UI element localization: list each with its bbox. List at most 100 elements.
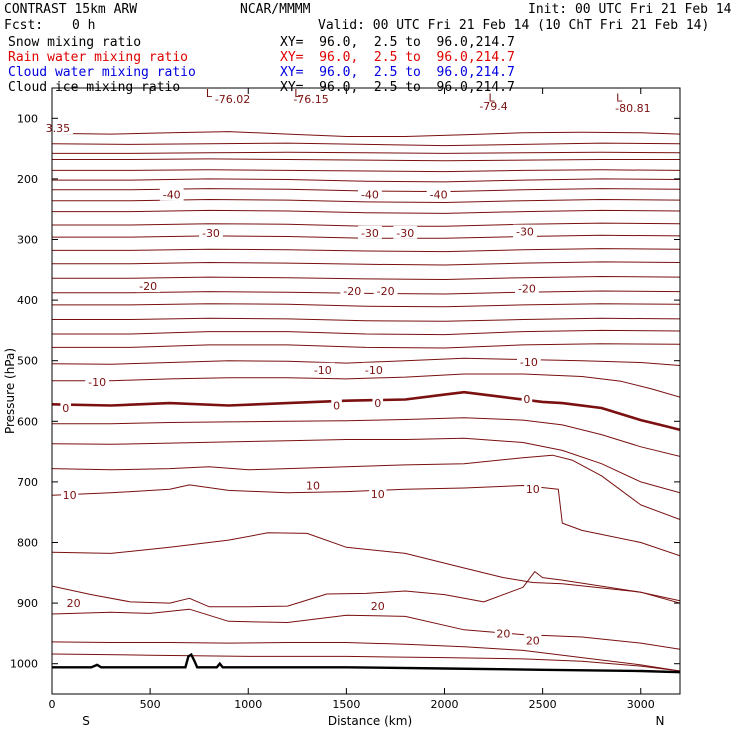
contour-label: -20 [518, 283, 536, 296]
x-end-label-south: S [82, 714, 90, 728]
low-marker: L [294, 87, 301, 100]
contour-label: -40 [430, 189, 448, 202]
contour-label: 20 [371, 600, 385, 613]
contour-label-bg [393, 225, 418, 239]
contour-label: 0 [62, 402, 69, 415]
contour-line [52, 178, 680, 183]
x-tick-label: 3000 [627, 698, 655, 711]
contour-label-bg [331, 398, 342, 412]
contour-line [52, 303, 680, 308]
contour-line [52, 151, 680, 154]
contour-label: -10 [365, 364, 383, 377]
contour-label: 0 [374, 397, 381, 410]
contour-label-bg [340, 284, 365, 298]
contour-line [52, 199, 680, 203]
contour-label-bg [61, 488, 79, 502]
contour-line [52, 290, 680, 295]
contour-line [52, 454, 680, 520]
x-end-label-north: N [656, 714, 665, 728]
contour-label-bg [426, 187, 451, 201]
contour-line [52, 343, 680, 349]
contour-label: -20 [139, 280, 157, 293]
contour-label-bg [64, 596, 83, 610]
contour-line [52, 317, 680, 322]
contour-label: -30 [202, 227, 220, 240]
contour-label-bg [60, 400, 72, 414]
contour-line [52, 357, 680, 366]
contour-label: -30 [396, 227, 414, 240]
contour-label-bg [358, 225, 382, 239]
contour-label-bg [42, 120, 74, 134]
contour-label-bg [159, 187, 184, 201]
field-name-rain: Rain water mixing ratio [8, 50, 188, 65]
field-xy-snow: XY= 96.0, 2.5 to 96.0,214.7 [280, 35, 515, 50]
y-tick-label: 100 [17, 112, 38, 125]
contour-label-bg [513, 224, 537, 238]
contour-label: 0 [523, 393, 530, 406]
contour-label-bg [210, 91, 255, 105]
contour-line [52, 248, 680, 253]
contour-label-bg [524, 633, 542, 647]
y-tick-label: 300 [17, 234, 38, 247]
contour-label: -10 [520, 356, 538, 369]
contour-line [52, 222, 680, 227]
contour-labels: -76.02 -76.15 -79.4 -80.81 3.35 -40 -40 -40 -30 -… [42, 91, 655, 648]
init-time: Init: 00 UTC Fri 21 Feb 14 [528, 2, 732, 17]
terrain-line [52, 652, 680, 674]
contour-label-bg [515, 281, 539, 295]
contour-line [52, 329, 680, 336]
contour-line [52, 641, 680, 672]
x-tick-label: 1000 [234, 698, 262, 711]
contour-label: 10 [306, 480, 320, 493]
contour-label: -79.4 [479, 100, 507, 113]
x-axis-ticks: 0 500 1000 1500 2000 2500 3000 [49, 88, 655, 711]
contour-line [52, 532, 680, 602]
contour-label-bg [475, 99, 513, 113]
contour-label: 10 [371, 488, 385, 501]
contour-label: 20 [67, 597, 81, 610]
contour-label-bg [361, 362, 386, 376]
fcst-label: Fcst: [4, 18, 43, 33]
x-axis-label: Distance (km) [328, 714, 412, 728]
contour-label-bg [611, 100, 655, 114]
contour-label: -20 [377, 285, 395, 298]
contour-line [52, 209, 680, 214]
contour-label-bg [304, 478, 322, 492]
contour-label: 20 [496, 627, 510, 640]
y-tick-label: 700 [17, 476, 38, 489]
contour-label-bg [85, 374, 110, 388]
y-tick-label: 500 [17, 355, 38, 368]
plot-frame [51, 87, 681, 695]
contour-label: -76.02 [215, 93, 250, 106]
low-marker: L [206, 87, 213, 100]
contour-line [52, 158, 680, 162]
valid-time: Valid: 00 UTC Fri 21 Feb 14 (10 ChT Fri … [318, 18, 709, 33]
contour-label: 10 [526, 483, 540, 496]
y-tick-label: 900 [17, 597, 38, 610]
contour-label-bg [516, 354, 541, 368]
contour-line [52, 484, 680, 557]
contour-label: -30 [516, 226, 534, 239]
field-xy-rain: XY= 96.0, 2.5 to 96.0,214.7 [280, 50, 515, 65]
x-tick-label: 0 [49, 698, 56, 711]
y-axis-label: Pressure (hPa) [3, 348, 17, 434]
model-title: CONTRAST 15km ARW [4, 2, 137, 17]
y-tick-label: 800 [17, 537, 38, 550]
contour-line-zero [52, 390, 680, 432]
contour-label: -40 [163, 189, 181, 202]
contour-label: -10 [314, 364, 332, 377]
x-tick-label: 2000 [431, 698, 459, 711]
contour-label: -40 [361, 189, 379, 202]
contour-label: -76.15 [293, 93, 328, 106]
contour-label-bg [310, 362, 335, 376]
contour-label: -10 [88, 376, 106, 389]
contour-label: -20 [343, 285, 361, 298]
org-name: NCAR/MMMM [240, 2, 311, 17]
contour-label-bg [289, 91, 333, 105]
x-tick-label: 500 [140, 698, 161, 711]
contour-line [52, 276, 680, 280]
contour-label-bg [494, 626, 512, 640]
